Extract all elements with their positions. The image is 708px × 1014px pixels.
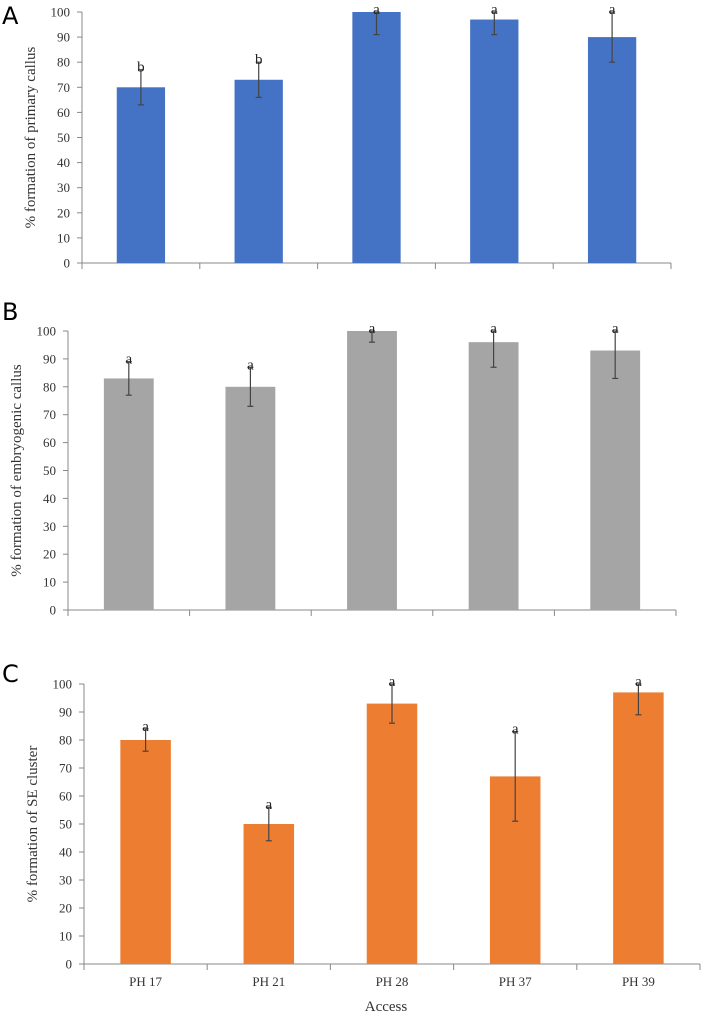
y-tick-label: 50 xyxy=(57,130,70,145)
y-tick-label: 90 xyxy=(43,351,56,366)
y-tick-label: 30 xyxy=(59,873,72,888)
x-axis-title: Access xyxy=(365,999,408,1014)
y-tick-label: 40 xyxy=(57,155,70,170)
significance-label: a xyxy=(247,357,254,373)
y-tick-label: 40 xyxy=(43,491,56,506)
y-tick-label: 0 xyxy=(66,957,73,972)
y-tick-label: 80 xyxy=(57,55,70,70)
y-tick-label: 90 xyxy=(57,30,70,45)
y-tick-label: 80 xyxy=(43,379,56,394)
bar-ph-17 xyxy=(116,87,166,263)
chart-panel-b: B % formation of embryogenic callus 0 10 20 3… xyxy=(2,298,677,618)
panel-letter: C xyxy=(2,660,19,688)
bar-ph-21 xyxy=(225,386,276,610)
bar-ph-17 xyxy=(120,740,171,964)
y-tick-label: 20 xyxy=(43,547,56,562)
chart-panel-c: C % formation of SE cluster 0 10 20 30 40 50 60 7… xyxy=(2,660,701,1014)
significance-label: a xyxy=(373,2,380,18)
bar-ph-39 xyxy=(590,350,641,610)
significance-label: a xyxy=(491,2,498,18)
y-tick-label: 100 xyxy=(51,5,71,20)
bar-ph-28 xyxy=(366,703,418,964)
y-tick-label: 60 xyxy=(43,435,56,450)
significance-label: a xyxy=(612,321,619,337)
significance-label: a xyxy=(142,719,149,735)
y-tick-label: 100 xyxy=(37,324,57,339)
y-tick-label: 70 xyxy=(43,407,56,422)
x-tick-label: PH 28 xyxy=(376,974,409,989)
y-tick-label: 10 xyxy=(57,230,70,245)
bar-ph-17 xyxy=(103,378,154,610)
y-tick-label: 40 xyxy=(59,845,72,860)
bar-ph-28 xyxy=(352,12,401,263)
y-tick-label: 100 xyxy=(53,677,73,692)
bar-ph-28 xyxy=(347,331,397,610)
x-tick-label: PH 21 xyxy=(252,974,285,989)
y-tick-label: 10 xyxy=(43,575,56,590)
y-tick-label: 50 xyxy=(43,463,56,478)
x-tick-label: PH 39 xyxy=(622,974,655,989)
y-axis-title: % formation of embryogenic callus xyxy=(9,364,25,577)
significance-label: b xyxy=(137,60,145,76)
bar-ph-21 xyxy=(243,824,295,964)
bar-ph-37 xyxy=(468,342,519,610)
y-tick-label: 80 xyxy=(59,733,72,748)
bar-ph-37 xyxy=(470,19,519,264)
significance-label: a xyxy=(125,352,132,368)
y-tick-label: 90 xyxy=(59,705,72,720)
y-tick-label: 0 xyxy=(50,603,57,618)
significance-label: a xyxy=(490,321,497,337)
y-tick-label: 60 xyxy=(59,789,72,804)
y-tick-label: 30 xyxy=(43,519,56,534)
significance-label: a xyxy=(609,2,616,18)
y-axis-title: % formation of SE cluster xyxy=(25,746,41,903)
y-tick-label: 70 xyxy=(59,761,72,776)
y-tick-label: 70 xyxy=(57,80,70,95)
bar-ph-39 xyxy=(613,692,664,964)
bar-ph-21 xyxy=(234,79,283,264)
y-tick-label: 60 xyxy=(57,105,70,120)
chart-panel-a: A % formation of primary callus 0 10 20 30 40 5… xyxy=(2,2,672,271)
y-axis-title: % formation of primary callus xyxy=(23,47,39,229)
y-tick-label: 50 xyxy=(59,817,72,832)
x-tick-label: PH 37 xyxy=(499,974,532,989)
significance-label: a xyxy=(389,674,396,690)
panel-letter: A xyxy=(2,2,19,30)
significance-label: a xyxy=(369,321,376,337)
significance-label: a xyxy=(265,797,272,813)
y-tick-label: 30 xyxy=(57,180,70,195)
significance-label: a xyxy=(635,674,642,690)
y-tick-label: 20 xyxy=(57,205,70,220)
y-tick-label: 20 xyxy=(59,901,72,916)
bar-ph-39 xyxy=(587,37,637,263)
y-tick-label: 10 xyxy=(59,929,72,944)
x-tick-label: PH 17 xyxy=(129,974,162,989)
significance-label: b xyxy=(255,52,263,68)
significance-label: a xyxy=(512,722,519,738)
panel-letter: B xyxy=(2,298,18,326)
y-tick-label: 0 xyxy=(64,256,71,271)
